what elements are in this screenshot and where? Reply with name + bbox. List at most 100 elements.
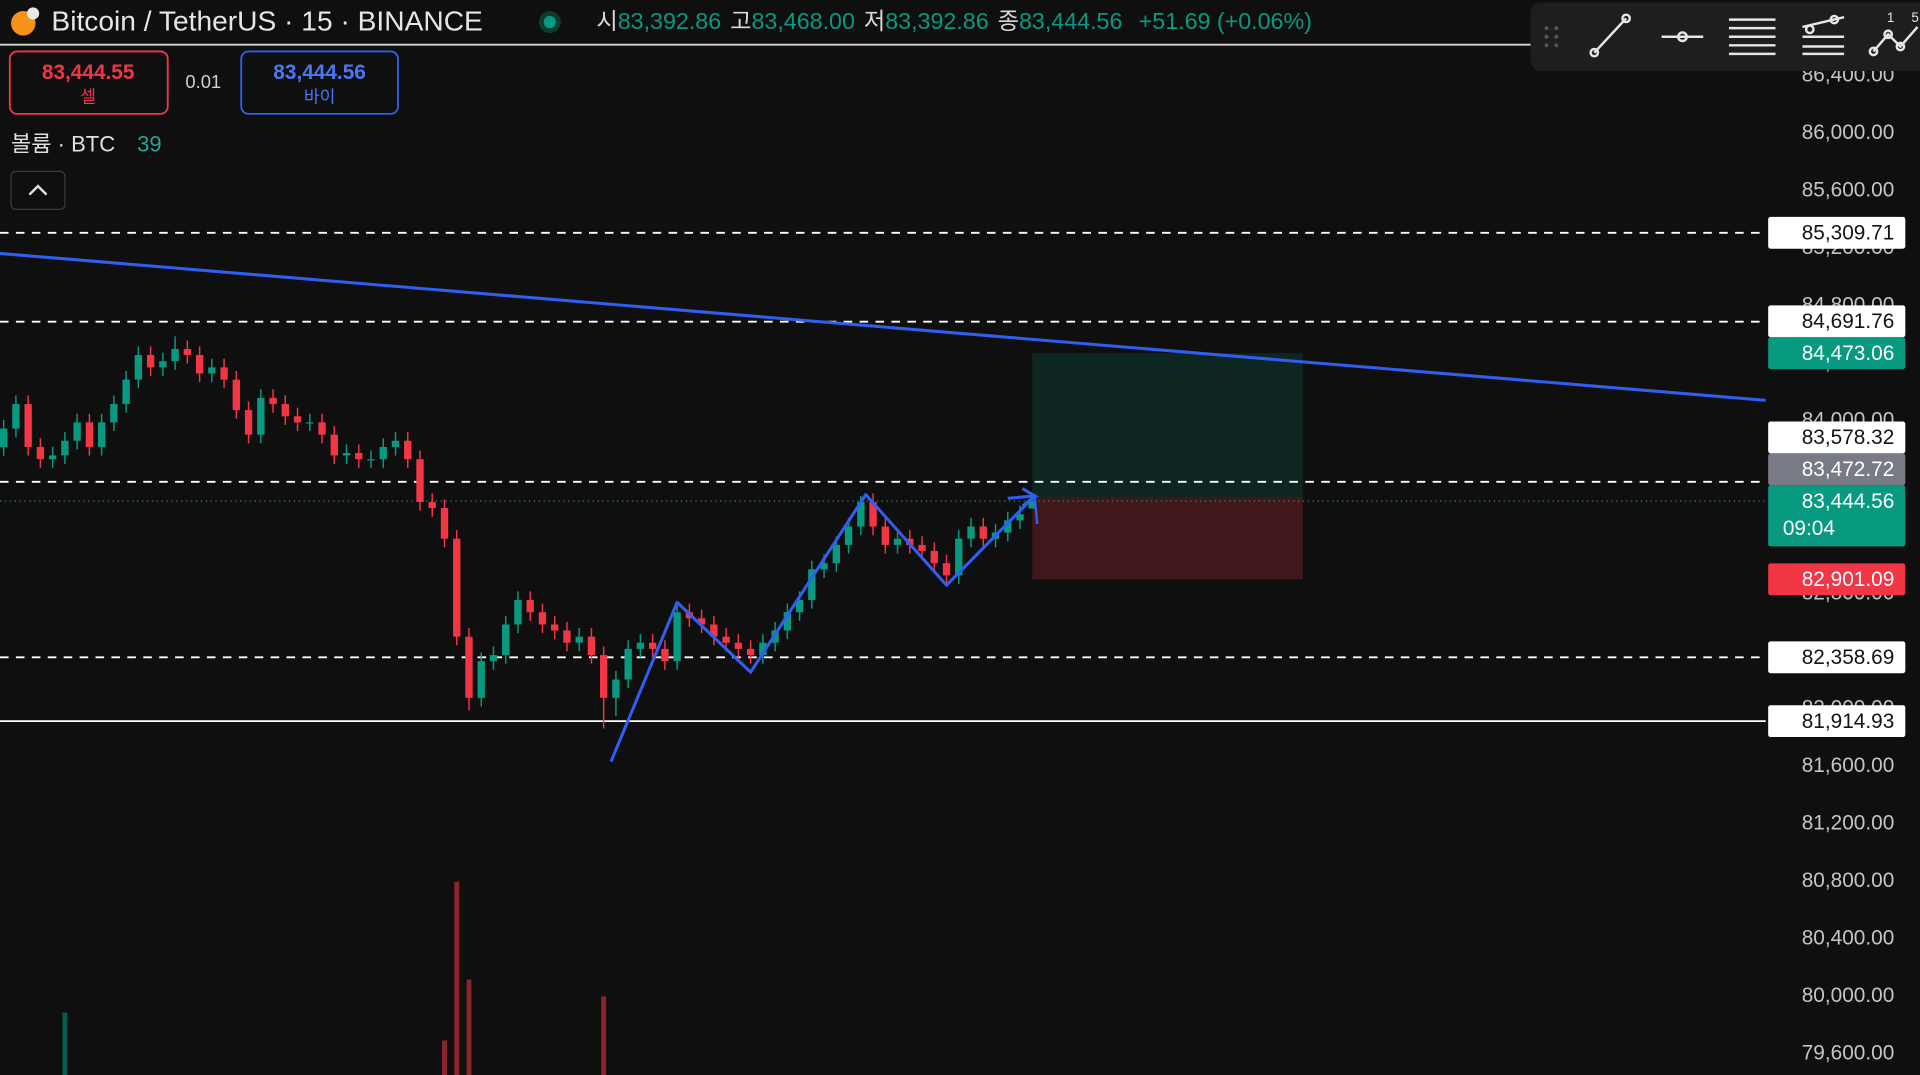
plot-area [0,231,1766,1075]
ohlc-label: 종 [998,8,1019,34]
candle-body [746,648,755,656]
price-tag-label: 81,914.93 [1802,710,1895,733]
candle-body [869,502,877,527]
pattern-tool[interactable] [1868,26,1919,57]
candle-body [391,440,400,447]
volume-legend-value: 39 [137,132,162,157]
candle-body [967,526,975,539]
candle-body [61,440,69,456]
candle-body [600,655,608,698]
candle-body [97,422,106,447]
ohlc-value: 83,392.86 [618,8,721,34]
candle-body [146,355,155,368]
candle-body [379,446,387,460]
horizontal-line-tool[interactable] [1661,31,1704,43]
candle-body [636,642,645,649]
candle-body [428,502,436,509]
zigzag-drawing [609,493,1036,763]
candle-body [12,404,20,429]
sell-label: 셀 [80,86,96,106]
candle-body [159,361,167,368]
price-tag [1768,485,1906,547]
collapse-button-frame[interactable] [10,170,66,210]
candle-body [942,563,951,576]
candle-body [269,397,277,405]
candle-body [73,422,81,441]
candle-body [465,636,473,698]
candle-body [244,410,253,435]
candle-body [195,355,204,374]
price-tag [1768,337,1906,370]
volume-bar [442,1040,447,1075]
candle-body [979,526,987,539]
y-tick-label: 81,200.00 [1802,811,1895,834]
spread: 0.01 [185,71,221,92]
price-tag-label: 84,691.76 [1802,310,1895,333]
candle-body [306,422,314,424]
buy-label: 바이 [304,86,336,106]
collapse-chevron [28,184,48,196]
trend-line-tool[interactable] [1589,13,1632,58]
price-tag-label: 83,578.32 [1802,426,1895,449]
candle-body [563,630,571,643]
profit-zone [1032,353,1303,498]
status-dot [543,15,556,29]
candle-body [220,367,228,380]
candle-body [881,526,889,545]
countdown: 09:04 [1783,517,1835,540]
candle-body [857,502,865,527]
price-tag [1768,563,1906,596]
candle-body [844,526,853,545]
ohlc-label: 저 [864,8,885,34]
price-tags: 85,309.71 84,691.76 83,578.32 82,358.69 81,9… [1768,216,1906,738]
price-change: +51.69 (+0.06%) [1139,8,1312,34]
volume-bar [466,979,472,1075]
volume-bar [62,1012,68,1075]
sell-button-frame[interactable] [8,50,169,115]
y-tick-label: 86,000.00 [1802,121,1895,144]
sell-button[interactable]: 83,444.55 셀 [8,50,169,115]
candle-body [477,661,485,698]
candle-body [538,612,547,625]
candle-body [893,538,902,545]
price-tag-label: 82,358.69 [1802,646,1895,669]
header-bar [0,0,1531,45]
sell-price: 83,444.55 [42,61,135,84]
candle-body [342,452,351,456]
ohlc-value: 83,392.86 [885,8,988,34]
candle-body [734,642,743,649]
candle-body [1004,520,1012,533]
buy-button[interactable]: 83,444.56 바이 [240,50,399,115]
candle-body [575,636,583,643]
price-tag-label: 83,472.72 [1802,458,1895,481]
y-tick-label: 80,800.00 [1802,869,1895,892]
collapse-button[interactable] [10,170,66,210]
ohlc-label: 시 [596,8,617,34]
candle-body [832,544,840,564]
candle-body [134,355,143,380]
candle-body [697,618,706,625]
y-tick-label: 79,600.00 [1802,1042,1895,1065]
candle-body [171,348,179,362]
candle-body [208,367,216,374]
y-tick-label: 81,600.00 [1802,754,1895,777]
channel-tool[interactable] [1802,14,1845,56]
candle-body [759,642,767,656]
price-tag-label: 83,444.56 [1802,490,1895,513]
price-tag [1768,305,1906,338]
candle-body [722,636,730,643]
candle-body [355,452,363,460]
y-tick-label: 80,000.00 [1802,984,1895,1007]
ohlc-label: 고 [730,8,751,34]
fib-tool[interactable] [1728,18,1776,56]
buy-button-frame[interactable] [240,50,399,115]
zigzag-arrow-head [1021,493,1039,525]
symbol-title: Bitcoin / TetherUS · 15 · BINANCE [51,6,482,37]
candle-body [24,404,32,447]
candle-body [624,648,632,680]
candle-body [587,636,596,656]
candle-body [183,348,192,356]
ohlc-readout: 시83,392.86 고83,468.00 저83,392.86 종83,444… [596,8,1312,34]
candle-body [514,600,522,625]
